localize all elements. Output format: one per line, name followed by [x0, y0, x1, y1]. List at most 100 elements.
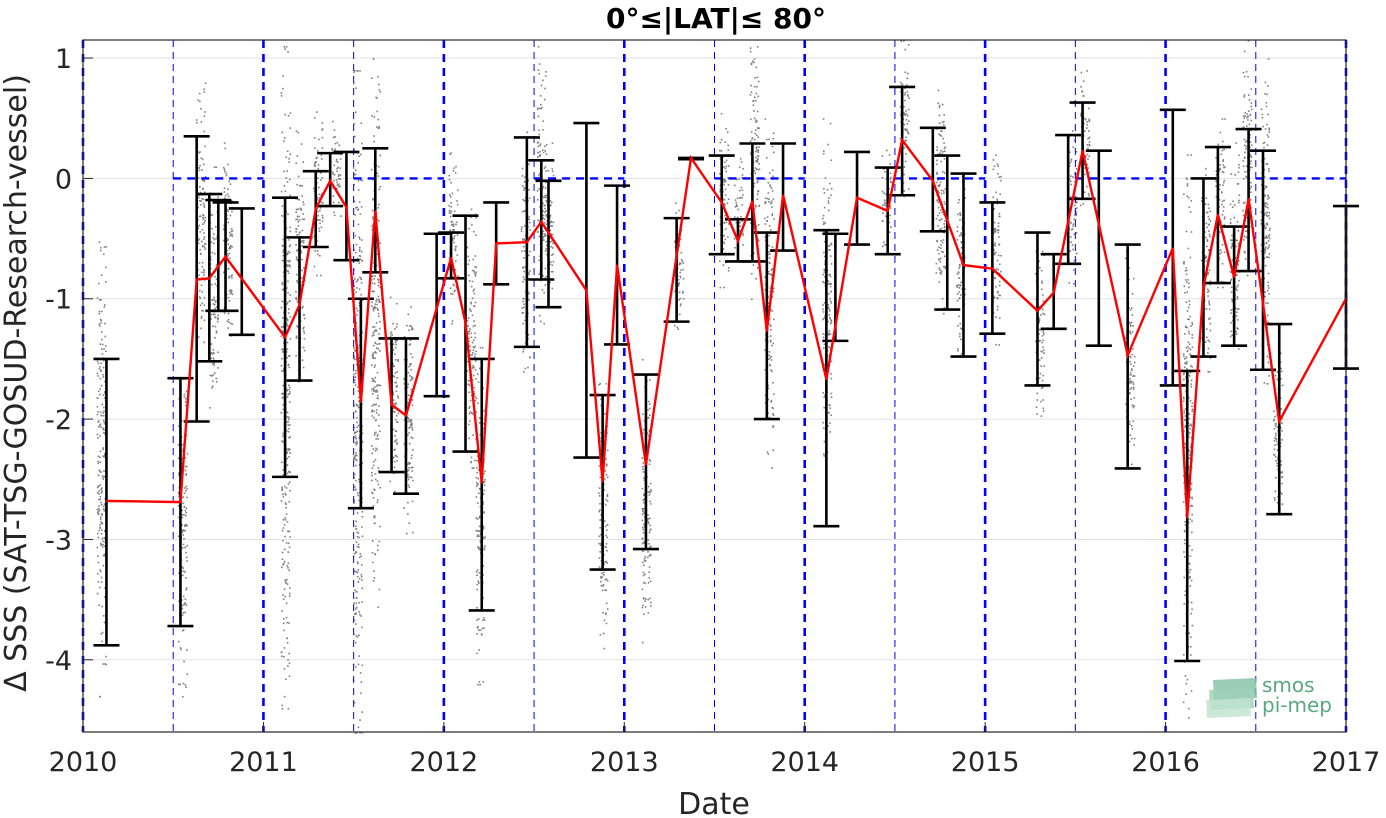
scatter-point [371, 540, 374, 542]
scatter-point [354, 570, 357, 573]
scatter-point [375, 330, 378, 332]
scatter-point [1208, 308, 1211, 310]
scatter-point [99, 470, 101, 473]
scatter-point [357, 494, 359, 497]
scatter-point [649, 500, 651, 503]
scatter-point [286, 448, 289, 451]
scatter-point [606, 536, 609, 539]
scatter-point [770, 200, 773, 202]
scatter-point [97, 375, 99, 377]
scatter-point [757, 95, 760, 98]
scatter-point [523, 270, 525, 273]
scatter-point [211, 299, 214, 302]
scatter-point [231, 323, 234, 326]
scatter-point [725, 165, 728, 168]
scatter-point [942, 266, 945, 268]
scatter-point [289, 471, 291, 474]
scatter-point [374, 330, 376, 332]
scatter-point [469, 354, 472, 356]
scatter-point [214, 337, 216, 339]
scatter-point [340, 215, 342, 217]
scatter-point [1247, 119, 1249, 121]
scatter-point [475, 234, 477, 236]
scatter-point [103, 537, 106, 539]
scatter-point [539, 143, 542, 145]
scatter-point [281, 489, 283, 492]
scatter-point [470, 336, 473, 339]
scatter-point [202, 188, 204, 191]
scatter-point [599, 476, 602, 479]
scatter-point [742, 194, 744, 196]
scatter-point [903, 166, 906, 168]
scatter-point [359, 276, 361, 279]
scatter-point [1129, 378, 1131, 380]
scatter-point [282, 396, 284, 399]
scatter-point [1189, 446, 1192, 449]
scatter-point [889, 207, 892, 209]
scatter-point [353, 456, 356, 458]
scatter-point [103, 397, 106, 399]
scatter-point [286, 464, 289, 466]
scatter-point [470, 411, 473, 414]
scatter-point [1236, 327, 1238, 329]
scatter-point [1208, 250, 1211, 252]
scatter-point [181, 599, 183, 601]
scatter-point [407, 484, 410, 487]
scatter-point [281, 486, 283, 489]
scatter-point [373, 515, 376, 517]
scatter-point [753, 96, 756, 99]
scatter-point [99, 318, 102, 321]
scatter-point [321, 216, 324, 219]
scatter-point [295, 230, 297, 233]
scatter-point [200, 317, 203, 320]
scatter-point [1129, 360, 1131, 363]
scatter-point [1217, 286, 1219, 289]
scatter-point [769, 356, 772, 359]
scatter-point [723, 242, 726, 245]
scatter-point [649, 580, 652, 583]
scatter-point [479, 629, 482, 632]
scatter-point [1188, 286, 1190, 289]
scatter-point [361, 142, 363, 145]
scatter-point [938, 258, 940, 260]
scatter-point [375, 264, 378, 267]
scatter-point [756, 193, 759, 196]
scatter-point [353, 426, 356, 429]
scatter-point [371, 388, 373, 391]
scatter-point [448, 211, 451, 214]
scatter-point [457, 275, 459, 277]
scatter-point [354, 278, 356, 280]
scatter-point [1187, 422, 1190, 425]
scatter-point [373, 116, 376, 118]
scatter-point [353, 431, 356, 434]
scatter-point [544, 145, 546, 148]
scatter-point [935, 217, 938, 220]
scatter-point [682, 292, 684, 294]
scatter-point [182, 534, 184, 536]
scatter-point [1245, 230, 1247, 233]
scatter-point [483, 547, 486, 549]
scatter-point [1189, 645, 1192, 648]
scatter-point [1205, 174, 1207, 176]
scatter-point [202, 214, 205, 217]
scatter-point [372, 218, 375, 220]
scatter-point [768, 234, 771, 237]
scatter-point [281, 282, 284, 284]
scatter-point [741, 177, 743, 179]
scatter-point [104, 380, 106, 383]
scatter-point [601, 575, 603, 578]
scatter-point [228, 321, 230, 324]
scatter-point [357, 70, 359, 72]
scatter-point [478, 681, 481, 683]
scatter-point [1247, 115, 1250, 117]
scatter-point [1208, 303, 1211, 306]
scatter-point [725, 170, 728, 173]
scatter-point [353, 499, 355, 501]
scatter-point [907, 44, 910, 46]
scatter-point [997, 222, 1000, 225]
scatter-point [99, 569, 101, 571]
scatter-point [1038, 260, 1040, 263]
scatter-point [538, 314, 541, 317]
scatter-point [772, 407, 774, 410]
scatter-point [682, 278, 685, 280]
